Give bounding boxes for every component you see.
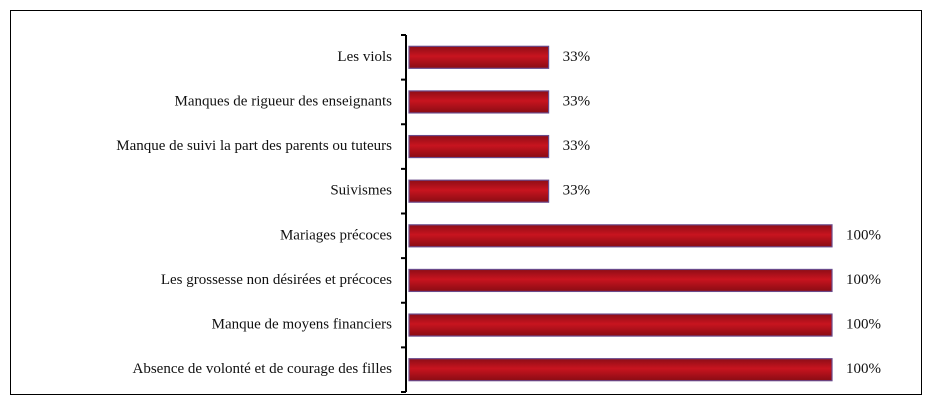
bar — [408, 134, 550, 159]
category-label: Manque de suivi la part des parents ou t… — [116, 138, 392, 154]
value-label: 33% — [563, 138, 591, 154]
category-label: Mariages précoces — [280, 227, 392, 243]
value-label: 33% — [563, 183, 591, 199]
value-label: 33% — [563, 93, 591, 109]
category-label: Les viols — [337, 49, 392, 65]
value-label: 33% — [563, 49, 591, 65]
bar — [408, 313, 833, 337]
value-label: 100% — [846, 227, 881, 243]
bar — [408, 179, 550, 203]
category-label: Suivismes — [330, 183, 392, 199]
value-label: 100% — [846, 317, 881, 333]
category-label: Absence de volonté et de courage des fil… — [133, 361, 393, 377]
value-label: 100% — [846, 272, 881, 288]
bar — [408, 268, 833, 293]
bar — [408, 224, 833, 248]
bar — [408, 45, 550, 69]
value-label: 100% — [846, 361, 881, 377]
bar — [408, 90, 550, 114]
category-label: Les grossesse non désirées et précoces — [161, 272, 392, 288]
category-label: Manque de moyens financiers — [212, 317, 393, 333]
bar — [408, 358, 833, 382]
category-label: Manques de rigueur des enseignants — [175, 93, 393, 109]
